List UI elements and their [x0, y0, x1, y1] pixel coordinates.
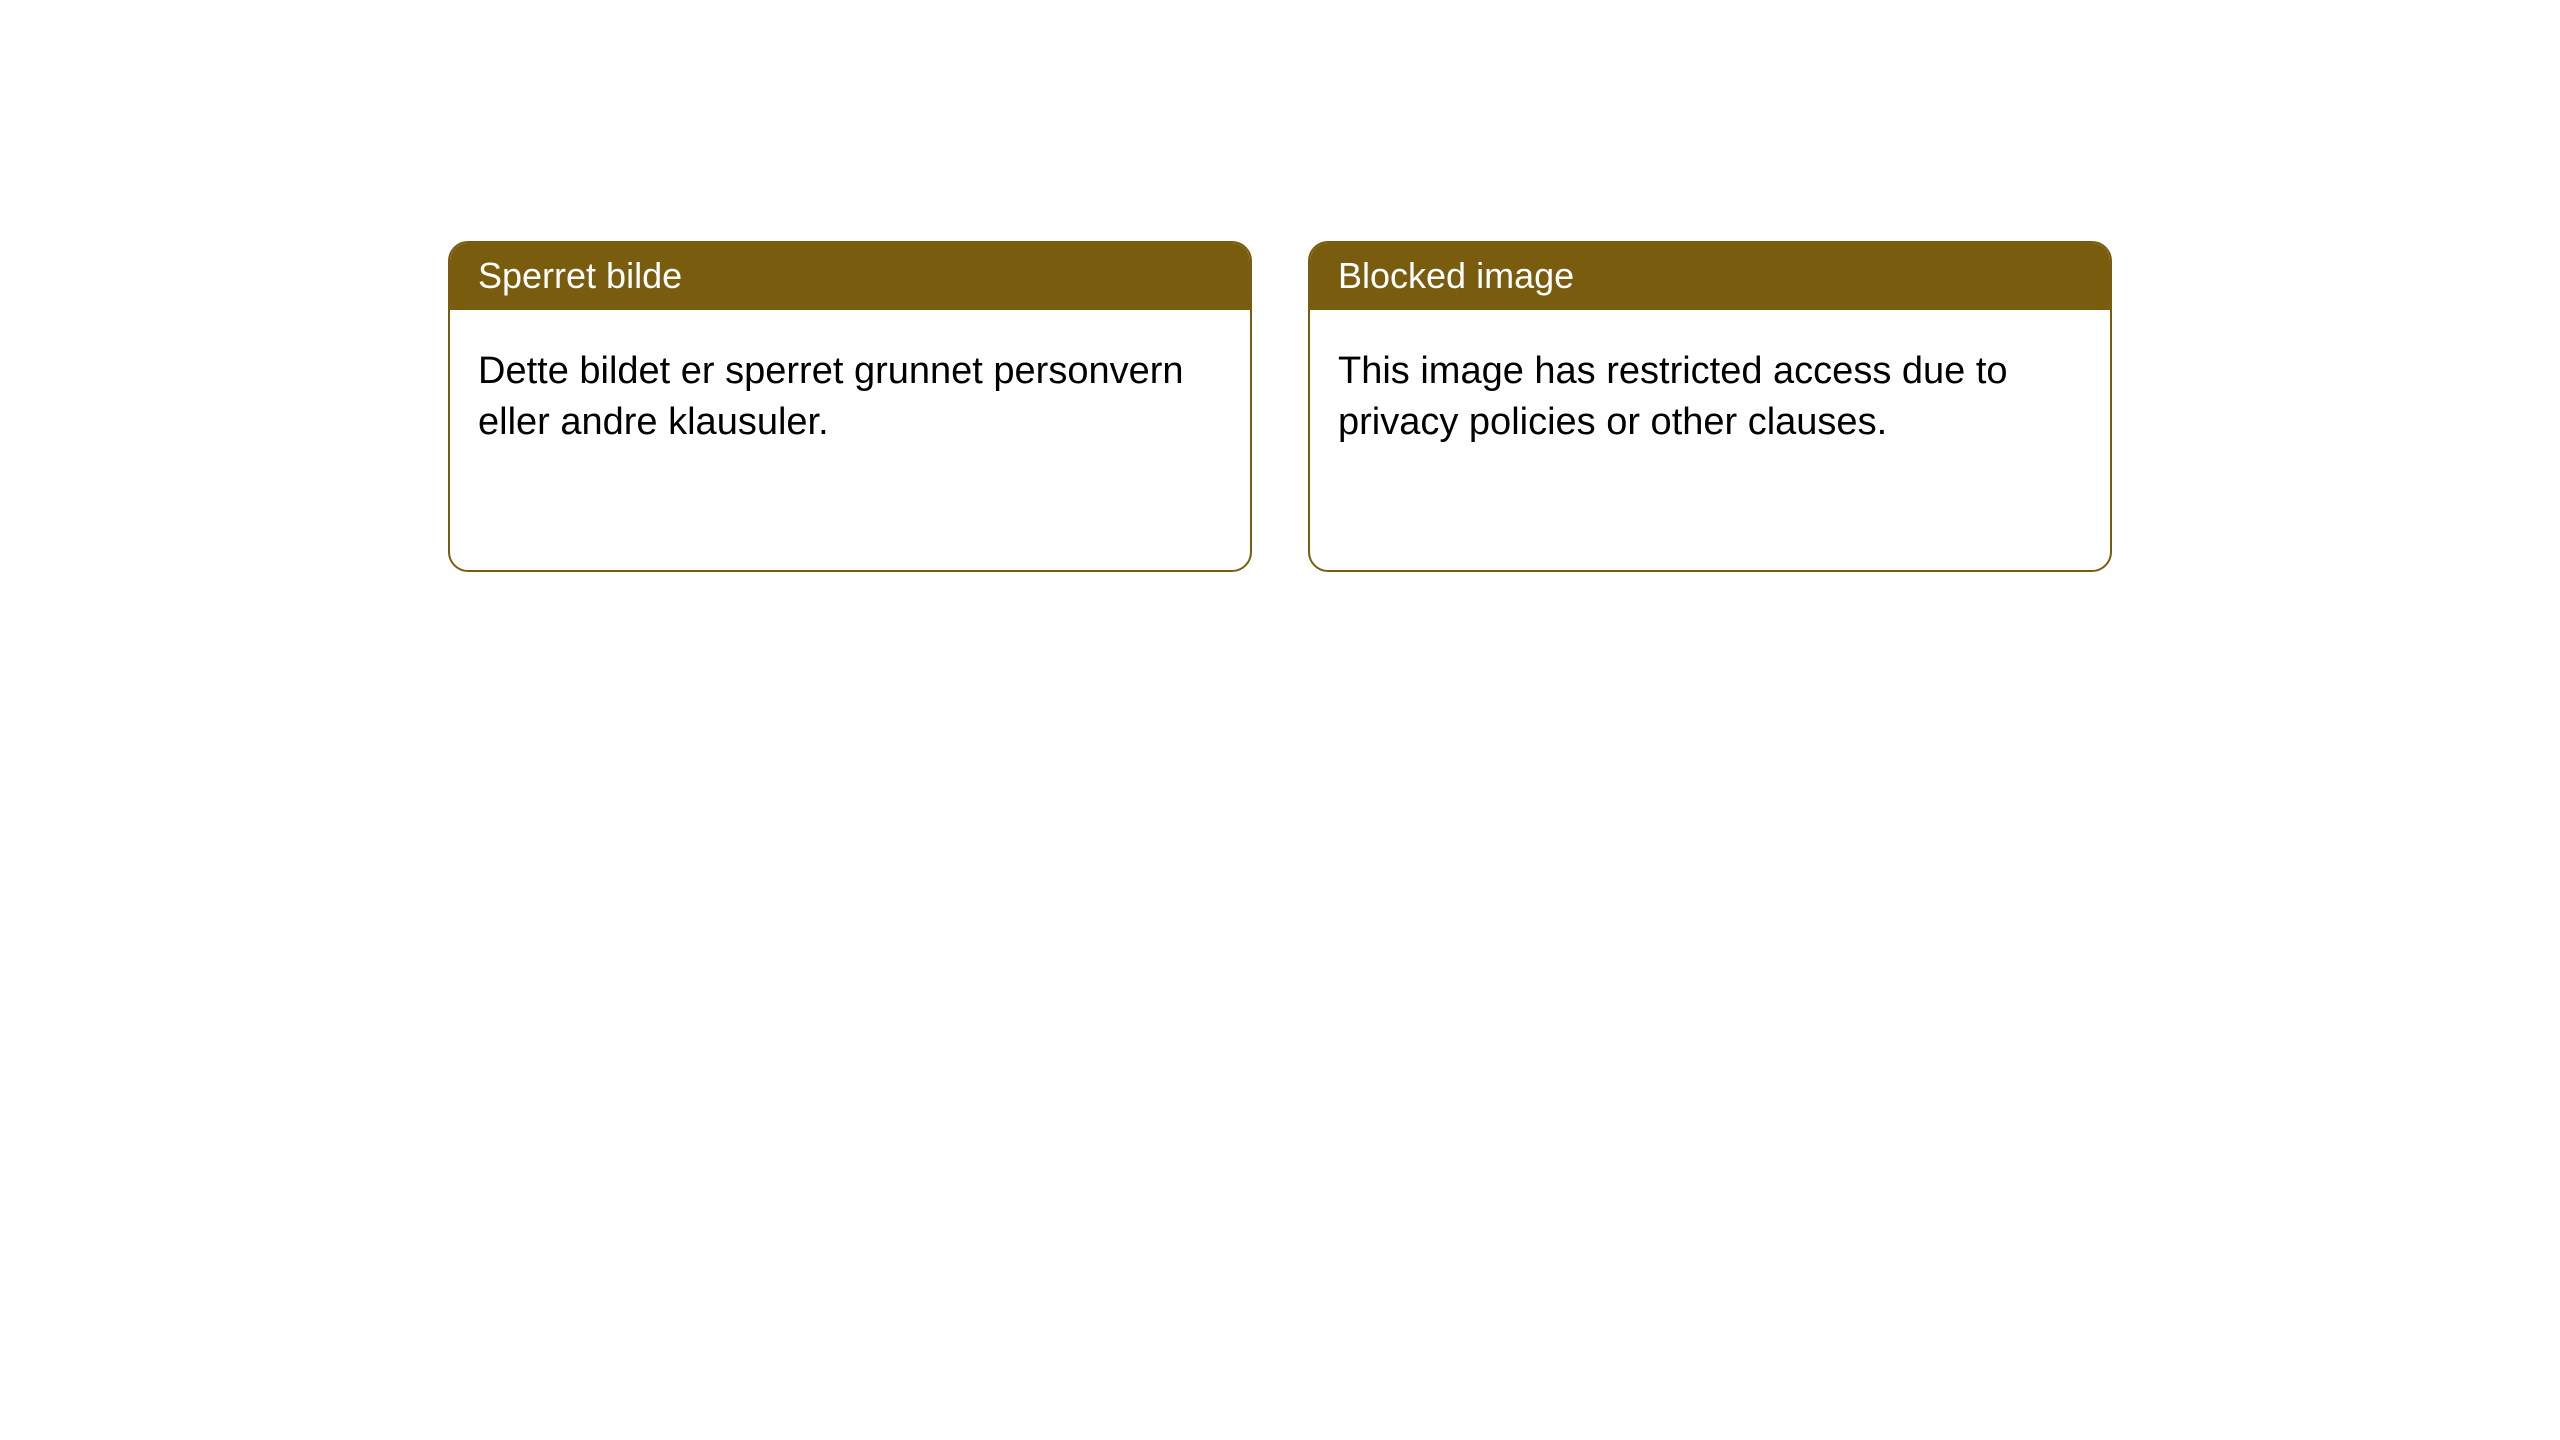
- card-header: Blocked image: [1310, 243, 2110, 310]
- card-body: Dette bildet er sperret grunnet personve…: [450, 310, 1250, 570]
- card-body: This image has restricted access due to …: [1310, 310, 2110, 570]
- cards-container: Sperret bilde Dette bildet er sperret gr…: [0, 0, 2560, 572]
- card-header: Sperret bilde: [450, 243, 1250, 310]
- blocked-image-card-en: Blocked image This image has restricted …: [1308, 241, 2112, 572]
- blocked-image-card-no: Sperret bilde Dette bildet er sperret gr…: [448, 241, 1252, 572]
